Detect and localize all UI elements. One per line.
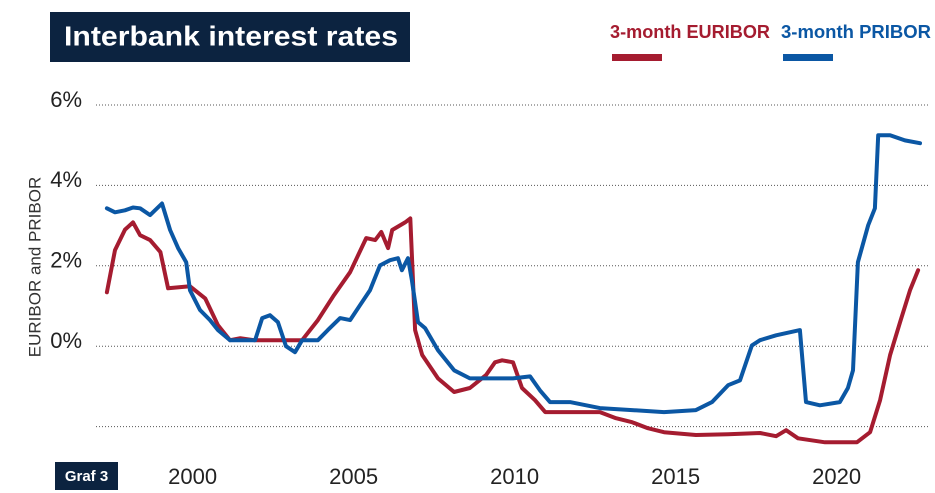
legend-label: 3-month PRIBOR bbox=[781, 22, 931, 42]
y-tick-label: 0% bbox=[50, 328, 82, 353]
series-line bbox=[104, 133, 922, 415]
badge-box bbox=[55, 462, 118, 490]
y-tick-label: 4% bbox=[50, 167, 82, 192]
legend-swatch bbox=[612, 54, 662, 61]
series-line bbox=[104, 216, 921, 445]
x-tick-label: 2015 bbox=[651, 464, 700, 489]
x-tick-label: 2000 bbox=[168, 464, 217, 489]
badge: Graf 3 bbox=[65, 468, 108, 485]
legend-label: 3-month EURIBOR bbox=[610, 22, 770, 42]
x-tick-label: 2010 bbox=[490, 464, 539, 489]
x-tick-label: 2005 bbox=[329, 464, 378, 489]
chart-title: Interbank interest rates bbox=[64, 20, 398, 51]
y-axis-label: EURIBOR and PRIBOR bbox=[25, 177, 44, 357]
y-tick-label: 6% bbox=[50, 87, 82, 112]
x-tick-label: 2020 bbox=[812, 464, 861, 489]
legend-swatch bbox=[783, 54, 833, 61]
y-tick-label: 2% bbox=[50, 248, 82, 273]
title-box bbox=[50, 12, 410, 62]
